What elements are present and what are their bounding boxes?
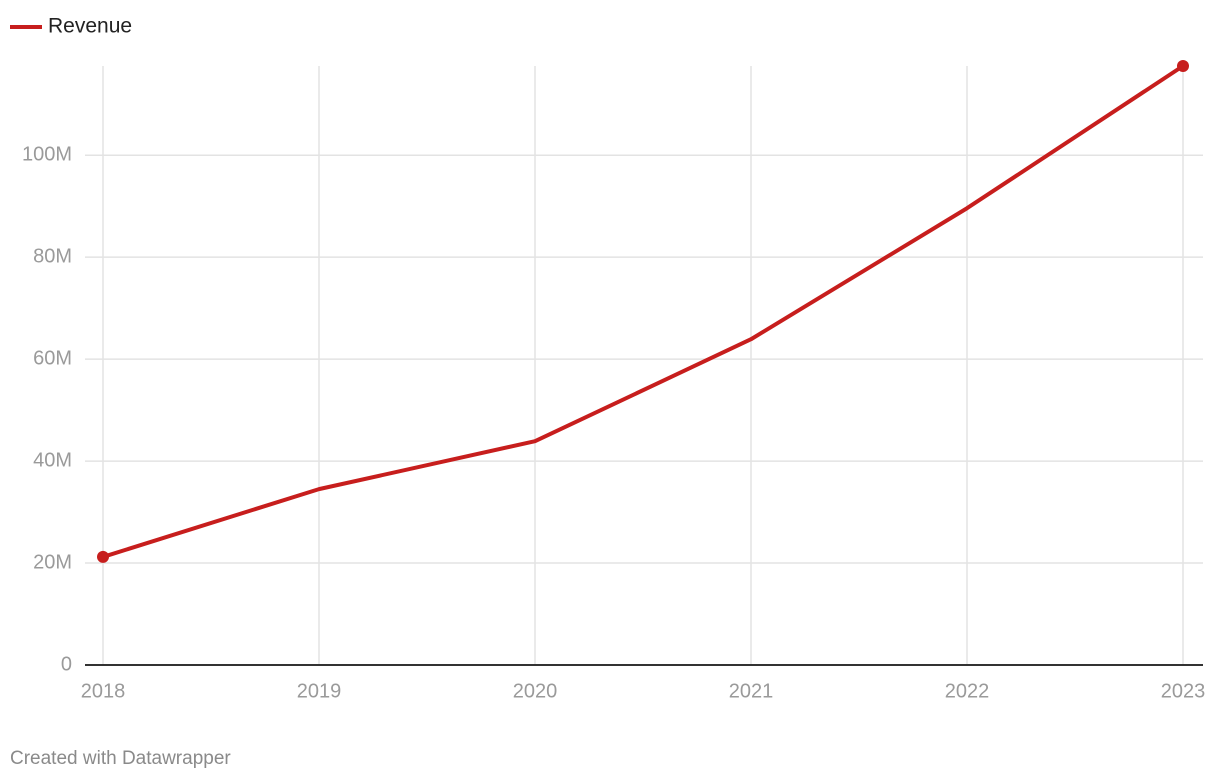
x-tick-label: 2019: [297, 680, 342, 702]
series-line: [102, 64, 1185, 559]
y-tick-label: 20M: [33, 551, 72, 573]
legend-label: Revenue: [48, 15, 132, 38]
footer: Created with Datawrapper: [10, 748, 231, 769]
y-tick-label: 0: [61, 653, 72, 675]
x-tick-label: 2022: [945, 680, 990, 702]
y-tick-label: 80M: [33, 245, 72, 267]
y-tick-label: 60M: [33, 347, 72, 369]
x-tick-label: 2018: [81, 680, 126, 702]
x-tick-label: 2023: [1161, 680, 1206, 702]
y-tick-label: 100M: [22, 143, 72, 165]
x-tick-label: 2021: [729, 680, 774, 702]
end-marker: [1177, 60, 1189, 72]
y-tick-label: 40M: [33, 449, 72, 471]
x-tick-label: 2020: [513, 680, 558, 702]
end-marker: [97, 550, 109, 563]
